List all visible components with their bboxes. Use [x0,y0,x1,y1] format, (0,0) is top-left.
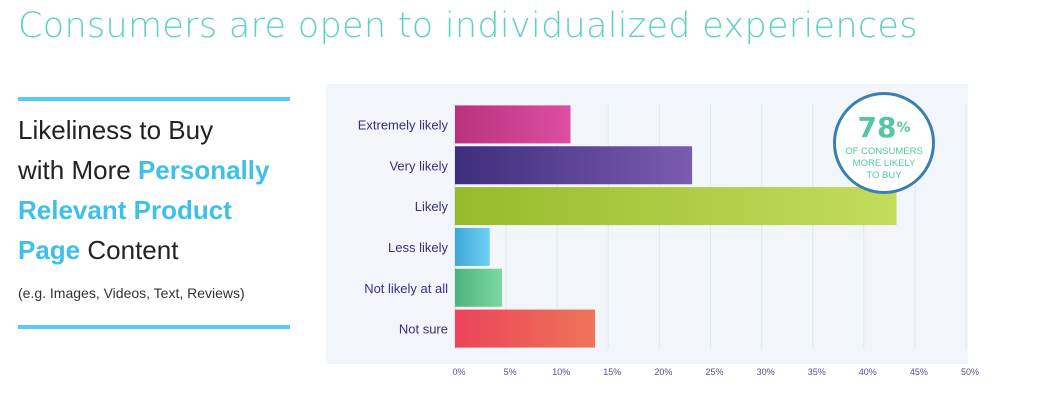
x-tick-label: 35% [808,367,826,377]
x-tick-label: 45% [910,367,928,377]
category-label: Not likely at all [364,281,448,296]
category-label: Very likely [389,158,448,173]
bar [455,146,693,185]
category-label: Likely [415,199,449,214]
bar [455,105,571,144]
chart-headline: Likeliness to Buy with More Personally Rel… [18,110,318,270]
bar [455,309,596,348]
badge-percent-sign: % [896,120,911,136]
badge-label: OF CONSUMERS MORE LIKELY TO BUY [845,146,923,181]
x-tick-label: 50% [961,367,979,377]
page-title: Consumers are open to individualized exp… [18,6,918,46]
headline-line2-highlight: Personally [137,155,270,185]
headline-line2-plain: with More [18,155,131,185]
badge-value: 78% [857,111,911,144]
x-tick-label: 25% [705,367,723,377]
category-label: Not sure [399,322,448,337]
x-tick-label: 30% [757,367,775,377]
x-tick-label: 20% [654,367,672,377]
top-accent-rule [18,97,290,101]
x-tick-label: 5% [504,367,517,377]
x-tick-label: 10% [552,367,570,377]
headline-line4-highlight: Page [18,235,81,265]
category-label: Extremely likely [358,117,449,132]
x-tick-label: 0% [452,367,465,377]
headline-line4-plain: Content [87,235,179,265]
bar [455,268,503,307]
bar [455,227,490,266]
x-tick-label: 40% [859,367,877,377]
examples-note: (e.g. Images, Videos, Text, Reviews) [18,285,245,301]
stat-badge: 78% OF CONSUMERS MORE LIKELY TO BUY [833,92,935,194]
headline-line3-highlight: Relevant Product [18,195,232,225]
category-label: Less likely [388,240,448,255]
x-tick-label: 15% [603,367,621,377]
headline-line1: Likeliness to Buy [18,115,214,145]
bar [455,187,897,226]
bottom-accent-rule [18,325,290,329]
